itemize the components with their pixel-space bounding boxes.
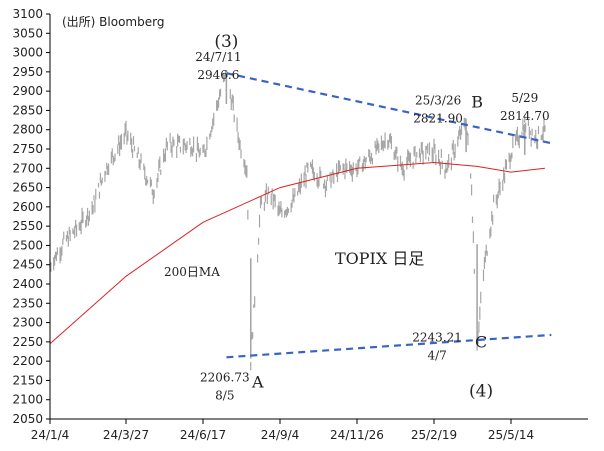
y-tick-label: 3100 [12, 7, 43, 21]
y-tick-label: 2200 [12, 354, 43, 368]
x-tick-label: 24/11/26 [330, 428, 384, 442]
annotation-label: 2814.70 [500, 109, 550, 123]
source-note: (出所) Bloomberg [62, 15, 164, 29]
annotation-label: A [251, 373, 264, 392]
y-tick-label: 2400 [12, 277, 43, 291]
y-tick-label: 2050 [12, 412, 43, 426]
y-tick-label: 2500 [12, 238, 43, 252]
y-tick-label: 2900 [12, 84, 43, 98]
y-tick-label: 3050 [12, 26, 43, 40]
annotations: (3)24/7/11 2946.6 25/3/26 2821.90 B 5/29 2814.… [195, 32, 549, 402]
annotation-label: 25/3/26 [415, 93, 461, 107]
annotation-label: 2206.73 [200, 371, 250, 385]
x-tick-label: 24/9/4 [261, 428, 300, 442]
x-tick-label: 24/6/17 [180, 428, 226, 442]
upper-trendline [226, 72, 552, 145]
annotation-label: 2243.21 [412, 331, 462, 345]
annotation-label: C [475, 333, 487, 352]
annotation-label: 2821.90 [413, 111, 463, 125]
annotation-label: 4/7 [427, 349, 446, 363]
x-tick-label: 24/1/4 [31, 428, 70, 442]
y-tick-label: 2550 [12, 219, 43, 233]
annotation-label: (4) [469, 382, 493, 402]
y-tick-label: 2100 [12, 393, 43, 407]
x-tick-label: 25/2/19 [411, 428, 457, 442]
y-tick-label: 2450 [12, 258, 43, 272]
y-tick-label: 2250 [12, 335, 43, 349]
y-tick-label: 2600 [12, 200, 43, 214]
price-series [49, 70, 546, 371]
x-tick-label: 24/3/27 [103, 428, 149, 442]
trendlines [226, 72, 552, 359]
annotation-label: B [471, 92, 483, 111]
annotation-label: 5/29 [511, 91, 538, 105]
axes: 2050 2100 2150 2200 2250 2300 2350 2400 2450 2500… [12, 7, 588, 442]
ma-series [49, 161, 545, 345]
chart-title: TOPIX 日足 [335, 249, 424, 268]
y-tick-label: 2300 [12, 316, 43, 330]
ma-line [49, 161, 545, 345]
y-tick-label: 2350 [12, 296, 43, 310]
lower-trendline [226, 333, 552, 359]
annotation-label: 2946.6 [197, 68, 239, 82]
y-tick-label: 2700 [12, 161, 43, 175]
y-tick-label: 2800 [12, 123, 43, 137]
x-tick-label: 25/5/14 [488, 428, 534, 442]
y-tick-label: 2650 [12, 181, 43, 195]
ma-label: 200日MA [164, 265, 220, 279]
annotation-label: (3) [214, 32, 238, 52]
y-tick-label: 2750 [12, 142, 43, 156]
y-tick-label: 3000 [12, 46, 43, 60]
annotation-label: 24/7/11 [195, 50, 241, 64]
y-tick-label: 2950 [12, 65, 43, 79]
annotation-label: 8/5 [215, 389, 234, 403]
y-tick-label: 2150 [12, 373, 43, 387]
y-tick-label: 2850 [12, 103, 43, 117]
